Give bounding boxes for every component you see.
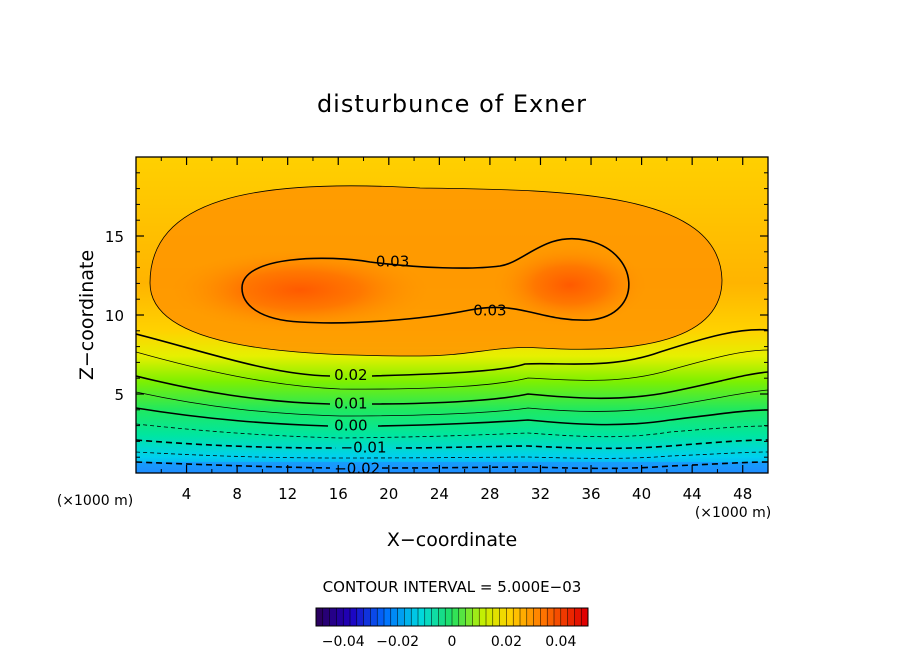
colorbar-swatch	[513, 608, 521, 626]
colorbar-tick-label: −0.02	[376, 634, 419, 650]
contour-label: −0.01	[341, 439, 387, 457]
x-axis-label: X−coordinate	[387, 529, 517, 551]
x-tick-label: 24	[430, 485, 449, 503]
colorbar-swatch	[465, 608, 473, 626]
colorbar-tick-label: 0.04	[545, 634, 576, 650]
contour-label: 0.03	[473, 301, 506, 319]
x-tick-label: 4	[182, 485, 192, 503]
colorbar-swatch	[533, 608, 541, 626]
x-tick-label: 32	[531, 485, 550, 503]
colorbar-swatch	[540, 608, 548, 626]
chart-title: disturbunce of Exner	[317, 90, 587, 118]
contour-label: 0.03	[376, 252, 409, 270]
contour-line-0025	[149, 185, 723, 357]
contour-region-core-right	[490, 243, 650, 327]
x-unit-left: (×1000 m)	[57, 493, 133, 509]
colorbar-tick-label: 0.02	[491, 634, 522, 650]
contour-region-negative	[136, 462, 768, 473]
colorbar-labels: −0.04 −0.02 0 0.02 0.04	[322, 634, 577, 650]
contour-line-m0015	[136, 451, 768, 459]
colorbar-swatch	[350, 608, 358, 626]
x-tick-label: 40	[632, 485, 651, 503]
colorbar-swatch	[370, 608, 378, 626]
colorbar-swatch	[363, 608, 371, 626]
contour-line-002	[136, 328, 768, 377]
x-tick-label: 12	[278, 485, 297, 503]
colorbar-swatch	[445, 608, 453, 626]
contour-line-003	[241, 237, 630, 324]
colorbar-swatch	[581, 608, 589, 626]
contour-line-m002	[136, 461, 768, 470]
colorbar-swatch	[397, 608, 405, 626]
colorbar-swatch	[356, 608, 364, 626]
contour-region-core-left	[165, 248, 435, 332]
colorbar-swatch	[567, 608, 575, 626]
colorbar-swatch	[411, 608, 419, 626]
x-tick-label: 44	[683, 485, 702, 503]
contour-line-0015	[136, 349, 768, 390]
contour-label: 0.00	[334, 417, 367, 435]
y-axis-label: Z−coordinate	[76, 250, 98, 380]
colorbar-swatch	[486, 608, 494, 626]
contour-lines	[136, 185, 768, 470]
contour-line-m001	[136, 439, 768, 450]
colorbar-swatch	[554, 608, 562, 626]
x-tick-label: 48	[733, 485, 752, 503]
colorbar-swatch	[547, 608, 555, 626]
x-tick-label: 36	[581, 485, 600, 503]
colorbar-swatch	[520, 608, 528, 626]
colorbar-swatch	[526, 608, 534, 626]
colorbar-swatch	[322, 608, 330, 626]
colorbar-swatch	[404, 608, 412, 626]
colorbar-tick-label: 0	[448, 634, 457, 650]
colorbar-swatch	[418, 608, 426, 626]
y-tick-label: 15	[105, 228, 124, 246]
colorbar-swatch	[472, 608, 480, 626]
x-tick-label: 28	[480, 485, 499, 503]
colorbar-swatch	[377, 608, 385, 626]
contour-line-m0005	[136, 423, 768, 439]
colorbar	[315, 608, 589, 626]
colorbar-swatch	[492, 608, 500, 626]
colorbar-swatch	[560, 608, 568, 626]
colorbar-swatch	[329, 608, 337, 626]
contour-line-0005	[136, 389, 768, 417]
colorbar-swatch	[316, 608, 324, 626]
colorbar-swatch	[336, 608, 344, 626]
x-tick-label: 20	[379, 485, 398, 503]
colorbar-swatch	[574, 608, 582, 626]
contour-label: 0.01	[334, 394, 367, 412]
colorbar-swatch	[438, 608, 446, 626]
plot-area	[136, 157, 768, 473]
colorbar-swatch	[431, 608, 439, 626]
colorbar-swatch	[384, 608, 392, 626]
colorbar-swatch	[458, 608, 466, 626]
contour-line-000	[136, 407, 768, 427]
colorbar-swatch	[343, 608, 351, 626]
x-tick-label: 16	[329, 485, 348, 503]
colorbar-frame	[315, 607, 589, 627]
y-tick-label: 5	[114, 386, 124, 404]
colorbar-swatch	[506, 608, 514, 626]
x-unit-right: (×1000 m)	[695, 505, 771, 521]
y-tick-label: 10	[105, 307, 124, 325]
colorbar-tick-label: −0.04	[322, 634, 365, 650]
x-tick-label: 8	[232, 485, 242, 503]
colorbar-swatch	[390, 608, 398, 626]
contour-interval-text: CONTOUR INTERVAL = 5.000E−03	[323, 578, 582, 596]
contour-line-001	[136, 371, 768, 405]
colorbar-swatch	[499, 608, 507, 626]
colorbar-swatch	[479, 608, 487, 626]
contour-label: −0.02	[334, 459, 380, 477]
colorbar-swatch	[424, 608, 432, 626]
contour-label: 0.02	[334, 366, 367, 384]
colorbar-swatch	[452, 608, 460, 626]
